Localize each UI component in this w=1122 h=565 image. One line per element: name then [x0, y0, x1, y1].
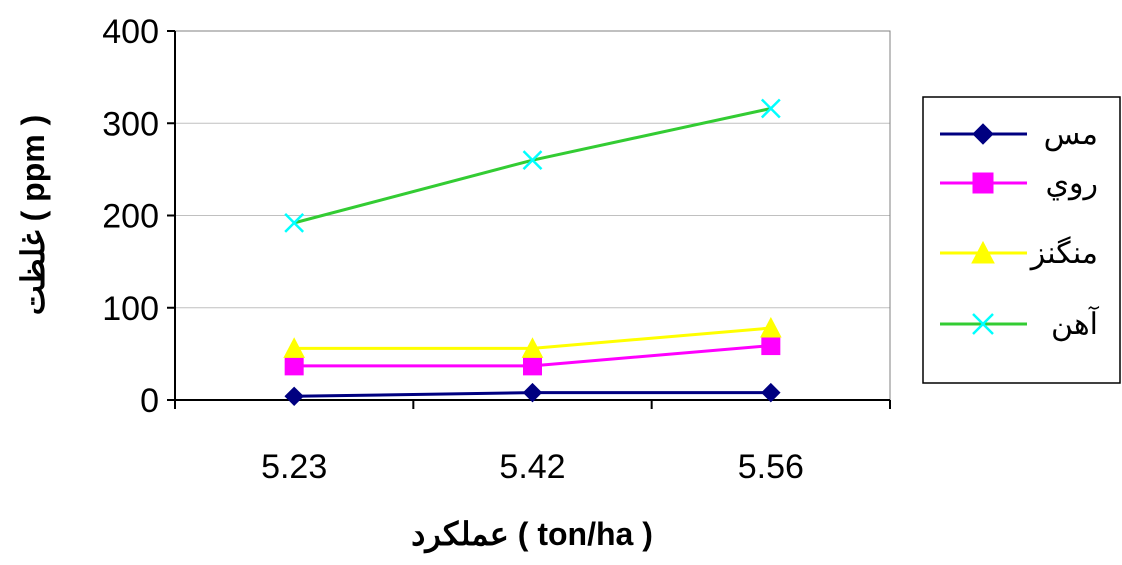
tick-labels: 0 100 200 300 400 5.23 5.42 5.56: [102, 13, 804, 486]
x-tick-label: 5.23: [261, 448, 327, 486]
y-tick-label: 400: [102, 13, 159, 51]
series-1: [284, 382, 781, 407]
series-3: [283, 316, 782, 358]
legend-swatch-marker: [971, 240, 995, 264]
legend-item: مس: [940, 118, 1098, 152]
data-point: [760, 316, 782, 338]
legend-item: آهن: [940, 305, 1100, 342]
series-layer: [283, 98, 782, 407]
x-tick-label: 5.42: [499, 448, 565, 486]
data-point: [761, 382, 781, 403]
legend-swatch-marker: [972, 172, 994, 194]
data-point: [521, 337, 544, 358]
series-line: [293, 107, 772, 225]
y-tick-label: 0: [140, 382, 159, 420]
data-point: [284, 386, 304, 407]
x-axis-title: عملکرد ( ton/ha ): [411, 516, 653, 554]
legend-swatch-marker: [972, 313, 994, 335]
data-point: [284, 356, 304, 376]
legend: مس روي منگنز آهن: [922, 96, 1121, 384]
gridlines: [175, 30, 890, 309]
y-axis-title: غلظت ( ppm ): [15, 115, 51, 316]
data-point: [284, 212, 305, 233]
y-tick-label: 300: [102, 105, 159, 143]
data-point: [522, 382, 543, 403]
data-point: [522, 150, 543, 171]
data-point: [283, 337, 305, 358]
y-tick-label: 200: [102, 198, 159, 236]
legend-label: مس: [1044, 118, 1098, 152]
data-point: [760, 98, 781, 119]
legend-swatch-marker: [972, 123, 994, 145]
legend-label: منگنز: [1029, 236, 1098, 271]
legend-item: منگنز: [940, 236, 1098, 271]
data-point: [761, 336, 781, 356]
legend-item: روي: [940, 167, 1098, 201]
x-tick-label: 5.56: [738, 448, 804, 486]
y-tick-label: 100: [102, 290, 159, 328]
data-point: [523, 356, 542, 376]
legend-box: [922, 96, 1121, 384]
legend-label: آهن: [1051, 305, 1100, 342]
legend-label: روي: [1046, 167, 1098, 201]
series-4: [284, 98, 781, 233]
series-2: [284, 336, 781, 376]
